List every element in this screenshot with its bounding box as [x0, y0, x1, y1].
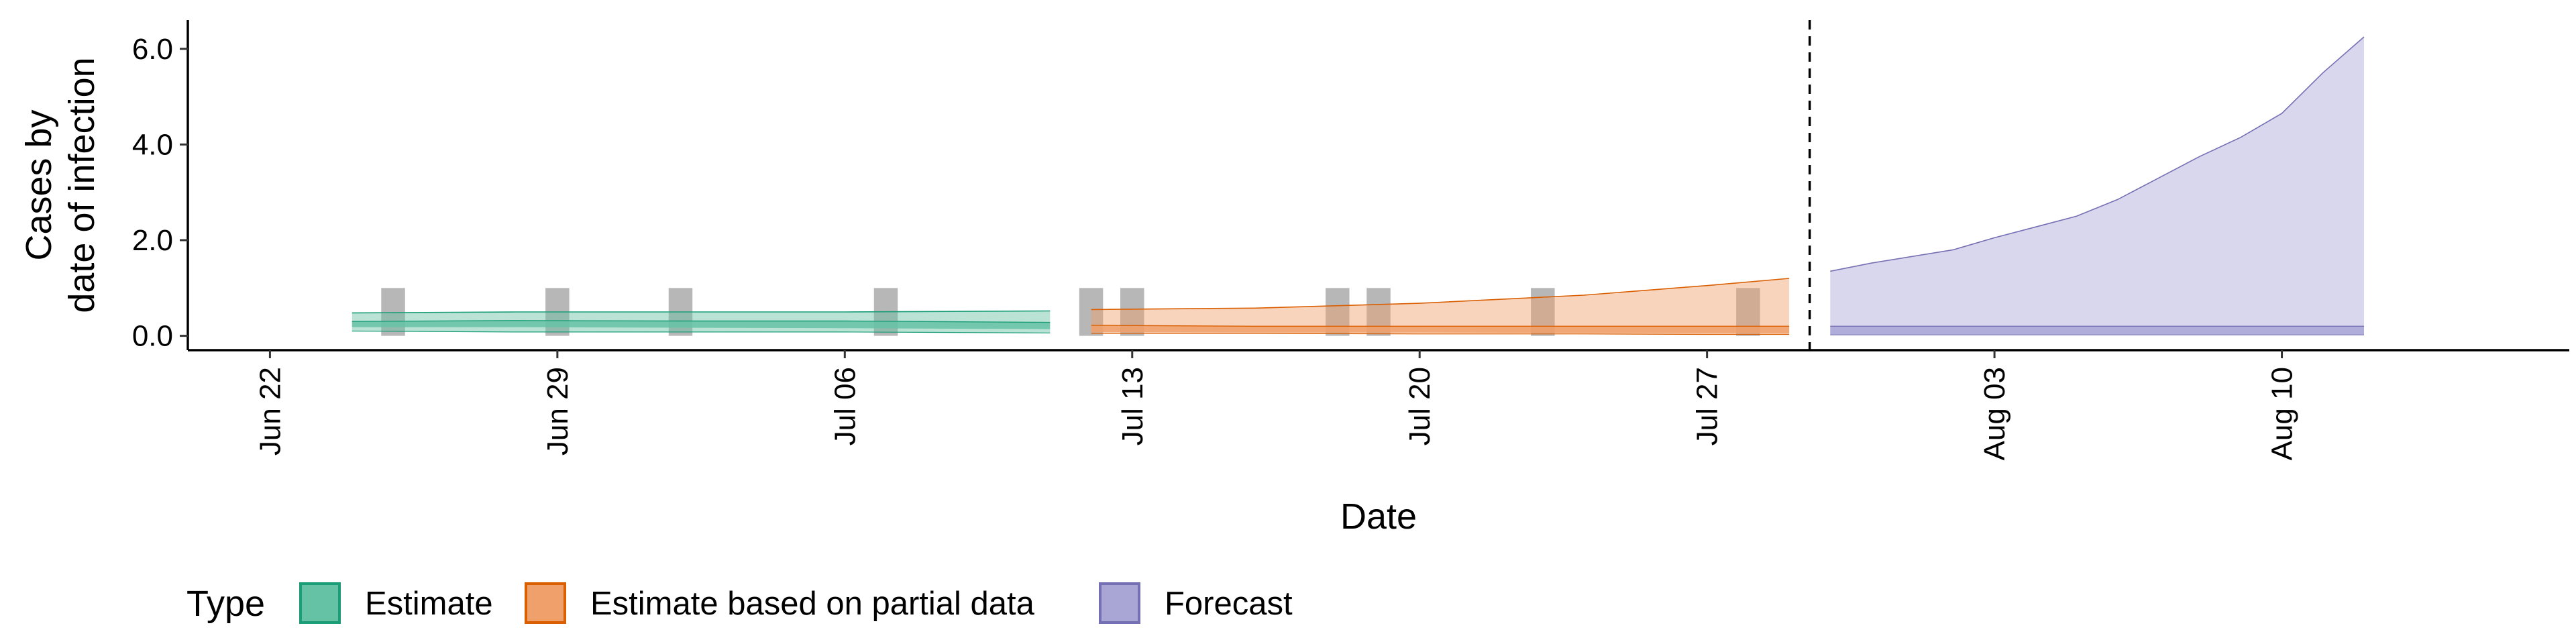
axis-titles: Date Cases by date of infection [19, 57, 1417, 537]
legend-swatch-estimate [299, 582, 341, 624]
x-tick-label: Jul 20 [1403, 367, 1436, 445]
series-layer [352, 36, 2365, 335]
ribbon-outer-lower-estimate-based-on-partial-data [1091, 333, 1790, 335]
y-tick-label: 0.0 [132, 320, 173, 353]
x-tick-label: Aug 10 [2266, 367, 2299, 460]
legend-swatch-estimate-based-on-partial-data [525, 582, 566, 624]
y-tick-label: 6.0 [132, 33, 173, 66]
ribbon-outer-forecast [1830, 37, 2364, 335]
y-axis-title-line-2: date of infection [62, 57, 102, 313]
ribbon-outer-upper-forecast [1830, 36, 2365, 272]
x-tick-label: Jul 27 [1691, 367, 1724, 445]
y-axis-title-line-1: Cases by [19, 109, 59, 260]
ribbon-outer-upper-estimate [352, 310, 1051, 314]
x-tick-label: Jul 13 [1116, 367, 1149, 445]
legend: Type Estimate Estimate based on partial da… [186, 582, 1293, 624]
ribbon-inner-upper-estimate [352, 320, 1051, 323]
legend-title: Type [186, 584, 265, 624]
x-axis-title: Date [1340, 496, 1417, 537]
ribbon-inner-upper-estimate-based-on-partial-data [1091, 325, 1790, 327]
ribbon-inner-estimate-based-on-partial-data [1091, 325, 1790, 333]
legend-label: Forecast [1165, 586, 1293, 622]
ribbon-inner-forecast [1830, 326, 2364, 335]
x-tick-label: Aug 03 [1978, 367, 2011, 460]
x-tick-label: Jun 22 [254, 367, 286, 455]
x-tick-label: Jul 06 [828, 367, 861, 445]
legend-label: Estimate based on partial data [590, 586, 1035, 622]
reported-case-bar [381, 288, 405, 336]
y-tick-label: 2.0 [132, 224, 173, 257]
ribbon-inner-estimate [352, 320, 1051, 329]
legend-label: Estimate [365, 586, 493, 622]
ribbon-outer-lower-estimate [352, 330, 1051, 333]
tick-labels: 0.0 2.0 4.0 6.0 Jun 22 Jun 29 Jul 06 Jul 13 Jul … [132, 33, 2299, 461]
ribbon-outer-upper-estimate-based-on-partial-data [1091, 278, 1790, 311]
x-tick-label: Jun 29 [541, 367, 574, 455]
y-tick-label: 4.0 [132, 128, 173, 161]
legend-swatch-forecast [1099, 582, 1140, 624]
ribbon-outer-estimate-based-on-partial-data [1091, 278, 1790, 335]
axes [180, 20, 2569, 358]
